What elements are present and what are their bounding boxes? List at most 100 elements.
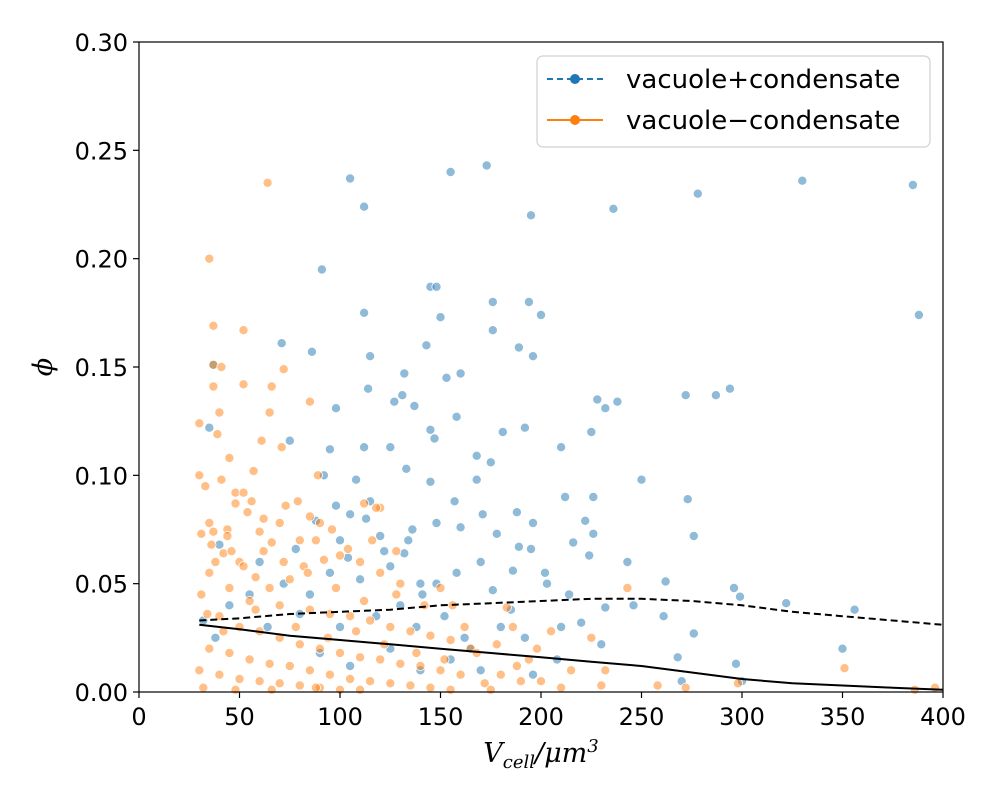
series1-point [210, 632, 221, 643]
series1-point [385, 442, 396, 453]
series1-point [365, 351, 376, 362]
series1-point [397, 390, 408, 401]
series2-point [507, 622, 518, 633]
series1-point [407, 524, 418, 535]
series2-point [304, 665, 315, 676]
series1-point [688, 628, 699, 639]
series2-point [355, 557, 366, 568]
series1-point [459, 632, 470, 643]
series1-point [592, 394, 603, 405]
series2-point [419, 600, 430, 611]
x-tick-label: 50 [224, 703, 255, 731]
series2-point [284, 574, 295, 585]
legend: vacuole+condensate vacuole−condensate [536, 55, 931, 148]
series2-point [909, 684, 920, 695]
series2-point [455, 669, 466, 680]
series1-point [682, 494, 693, 505]
x-tick-label: 400 [920, 703, 966, 731]
series1-point [455, 522, 466, 533]
series1-point [401, 463, 412, 474]
series1-point [421, 340, 432, 351]
series1-point [379, 546, 390, 557]
y-tick-label: 0.05 [75, 571, 128, 599]
series2-point [367, 535, 378, 546]
series2-point [254, 526, 265, 537]
series1-point [403, 535, 414, 546]
series2-point [244, 596, 255, 607]
series1-point [913, 309, 924, 320]
series2-point [733, 678, 744, 689]
series2-point [479, 678, 490, 689]
series2-point [375, 567, 386, 578]
series2-point [292, 496, 303, 507]
series2-point [222, 531, 233, 542]
series1-point [797, 175, 808, 186]
series2-point [435, 583, 446, 594]
series1-point [429, 433, 440, 444]
series2-point [405, 680, 416, 691]
series2-point [345, 611, 356, 622]
series2-point [445, 635, 456, 646]
series1-point [399, 368, 410, 379]
series2-point [515, 676, 526, 687]
series1-point [628, 600, 639, 611]
series2-point [238, 561, 249, 572]
series1-point [528, 518, 539, 529]
series1-point [451, 567, 462, 578]
legend-label-series1: vacuole+condensate [626, 65, 900, 95]
x-tick-label: 300 [719, 703, 765, 731]
series1-point [588, 491, 599, 502]
series2-point [258, 546, 269, 557]
series2-point [839, 663, 850, 674]
series2-point [254, 676, 265, 687]
series1-point [324, 444, 335, 455]
series2-point [546, 626, 557, 637]
series2-point [194, 418, 205, 429]
series1-point [636, 474, 647, 485]
series2-point [425, 630, 436, 641]
series2-point [459, 622, 470, 633]
series2-point [208, 320, 219, 331]
series1-point [660, 576, 671, 587]
series1-point [475, 665, 486, 676]
series1-point [600, 602, 611, 613]
series2-point [258, 513, 269, 524]
series2-point [196, 528, 207, 539]
series1-point [511, 507, 522, 518]
series2-point [212, 429, 223, 440]
series2-point [238, 325, 249, 336]
series1-point [355, 574, 366, 585]
y-tick-label: 0.25 [75, 137, 128, 165]
series2-point [290, 622, 301, 633]
series2-point [284, 661, 295, 672]
series2-point [214, 669, 225, 680]
series1-point [526, 544, 537, 555]
series2-point [250, 604, 261, 615]
series1-point [425, 476, 436, 487]
series2-point [485, 684, 496, 695]
series1-point [415, 578, 426, 589]
series2-point [501, 602, 512, 613]
series1-point [262, 622, 273, 633]
series1-point [560, 491, 571, 502]
series1-point [204, 422, 215, 433]
series1-point [523, 296, 534, 307]
series2-point [234, 674, 245, 685]
series2-point [391, 546, 402, 557]
series1-point [735, 591, 746, 602]
series2-point [324, 609, 335, 620]
series2-point [324, 669, 335, 680]
y-tick-label: 0.10 [75, 462, 128, 490]
series2-point [198, 682, 209, 693]
series2-point [445, 684, 456, 695]
series2-point [600, 665, 611, 676]
trend-line-solid [199, 623, 944, 691]
x-tick-label: 350 [820, 703, 866, 731]
series2-point [556, 682, 567, 693]
series2-point [330, 583, 341, 594]
series2-point [280, 500, 291, 511]
series1-point [556, 442, 567, 453]
series2-point [262, 177, 273, 188]
series1-point [487, 325, 498, 336]
